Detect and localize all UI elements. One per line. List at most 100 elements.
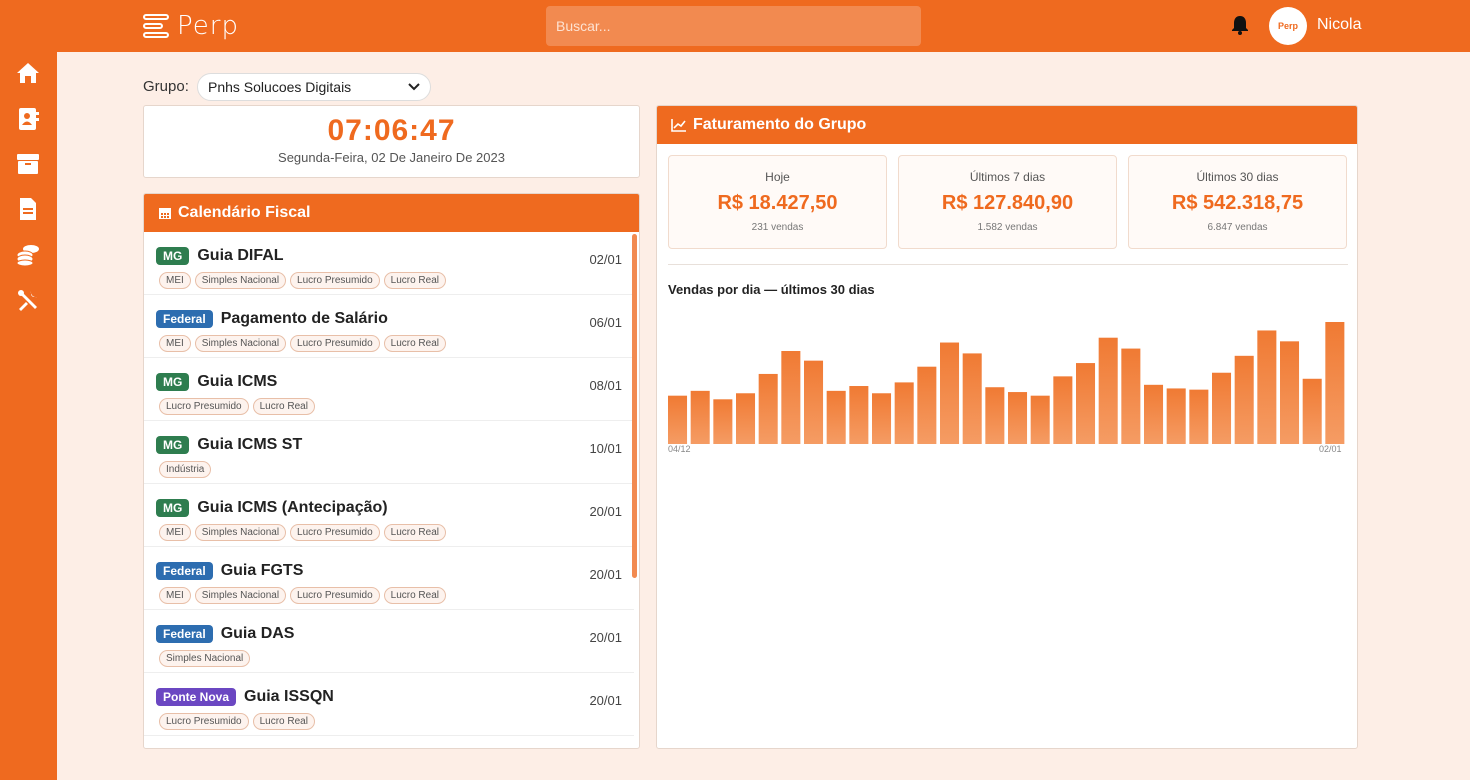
calendar-item[interactable]: MG Guia DIFAL 02/01 MEI Simples Nacional Lucr…	[144, 232, 634, 295]
chart-bar	[872, 393, 892, 444]
calendar-item[interactable]: Federal Guia DAS 20/01 Simples Nacional	[144, 610, 634, 673]
calendar-item-date: 08/01	[589, 378, 622, 393]
chart-bar	[1076, 363, 1096, 444]
calendar-item[interactable]: MG Guia ICMS 08/01 Lucro Presumido Lucro Rea…	[144, 358, 634, 421]
calendar-item-date: 20/01	[589, 504, 622, 519]
chart-bar	[1325, 322, 1345, 444]
chart-bar	[985, 387, 1005, 444]
chart-bar	[1030, 395, 1050, 444]
home-icon[interactable]	[15, 60, 41, 86]
contacts-icon[interactable]	[15, 106, 41, 132]
regime-tag: Lucro Presumido	[159, 398, 249, 415]
calendar-item-title: Guia ICMS ST	[197, 436, 303, 453]
chart-title: Vendas por dia — últimos 30 dias	[668, 282, 875, 297]
calendar-item-title: Pagamento de Salário	[220, 310, 388, 327]
calendar-item-date: 20/01	[589, 693, 622, 708]
calendar-icon	[159, 208, 171, 219]
regime-tag: Lucro Presumido	[290, 272, 380, 289]
stat-value: R$ 18.427,50	[717, 192, 838, 214]
regime-tag: Lucro Real	[383, 272, 446, 289]
tag-list: MEI Simples Nacional Lucro Presumido Lucro …	[159, 272, 622, 289]
chart-bar	[1008, 392, 1028, 444]
region-badge: MG	[156, 499, 190, 517]
avatar-text: Perp	[1277, 21, 1298, 31]
calendar-item[interactable]: Federal Pagamento de Salário 06/01 MEI Simpl…	[144, 295, 634, 358]
avatar[interactable]: Perp	[1269, 7, 1307, 45]
calendar-item-date: 10/01	[589, 441, 622, 456]
region-badge: Federal	[156, 310, 213, 328]
x-axis-start-label: 04/12	[668, 444, 691, 454]
chart-bar	[849, 386, 869, 444]
grupo-select[interactable]: Pnhs Solucoes Digitais	[197, 73, 431, 101]
chart-bar	[1166, 388, 1186, 444]
regime-tag: Lucro Real	[383, 335, 446, 352]
calendar-card: Calendário Fiscal MG Guia DIFAL 02/01 MEI Si…	[143, 193, 640, 749]
divider	[668, 264, 1348, 265]
tag-list: Indústria	[159, 461, 622, 478]
calendar-item-date: 20/01	[589, 567, 622, 582]
regime-tag: Simples Nacional	[194, 272, 287, 289]
chart-bar	[1098, 337, 1118, 444]
stat-value: R$ 127.840,90	[941, 192, 1074, 214]
grupo-selected-value: Pnhs Solucoes Digitais	[208, 79, 352, 95]
regime-tag: MEI	[159, 524, 191, 541]
username[interactable]: Nicola	[1317, 16, 1362, 33]
sidebar	[0, 0, 57, 780]
region-badge: MG	[156, 436, 190, 454]
chart-bar	[1053, 376, 1073, 444]
stat-sub: 231 vendas	[751, 222, 804, 233]
calendar-item[interactable]: Federal Guia FGTS 20/01 MEI Simples Nacional…	[144, 547, 634, 610]
calendar-item-row: Ponte Nova Guia ISSQN	[156, 688, 622, 706]
chart-bar	[713, 399, 733, 444]
faturamento-header: Faturamento do Grupo	[657, 106, 1357, 144]
line-chart-icon	[671, 119, 686, 132]
regime-tag: Lucro Real	[383, 587, 446, 604]
region-badge: Ponte Nova	[156, 688, 237, 706]
tag-list: Lucro Presumido Lucro Real	[159, 398, 622, 415]
sales-bar-chart	[668, 322, 1345, 444]
calendar-item-date: 20/01	[589, 630, 622, 645]
regime-tag: Lucro Real	[252, 713, 315, 730]
regime-tag: Simples Nacional	[194, 587, 287, 604]
chart-bar	[736, 393, 756, 444]
search-input[interactable]	[546, 6, 921, 46]
logo-text: Perp	[177, 11, 239, 41]
tag-list: MEI Simples Nacional Lucro Presumido Lucro …	[159, 524, 622, 541]
regime-tag: MEI	[159, 587, 191, 604]
box-icon[interactable]	[15, 151, 41, 177]
chart-bar	[1257, 330, 1277, 444]
tools-icon[interactable]	[15, 287, 41, 313]
region-badge: MG	[156, 247, 190, 265]
stat-sub: 6.847 vendas	[1207, 222, 1268, 233]
chart-bar	[894, 382, 914, 444]
stat-value: R$ 542.318,75	[1171, 192, 1304, 214]
chart-bar	[690, 390, 710, 444]
tag-list: MEI Simples Nacional Lucro Presumido Lucro …	[159, 335, 622, 352]
region-badge: Federal	[156, 625, 213, 643]
chart-bar	[1212, 372, 1232, 444]
calendar-item-date: 06/01	[589, 315, 622, 330]
regime-tag: Indústria	[159, 461, 212, 478]
calendar-item-title: Guia DIFAL	[197, 247, 284, 264]
bell-icon[interactable]	[1231, 15, 1249, 35]
calendar-item-row: MG Guia ICMS	[156, 373, 622, 391]
stat-7-dias: Últimos 7 dias R$ 127.840,90 1.582 venda…	[898, 155, 1117, 249]
calendar-item-title: Guia FGTS	[220, 562, 304, 579]
document-icon[interactable]	[15, 196, 41, 222]
logo-icon	[143, 13, 173, 39]
calendar-scrollbar[interactable]	[632, 234, 637, 578]
calendar-item-date: 02/01	[589, 252, 622, 267]
calendar-item[interactable]: MG Guia ICMS (Antecipação) 20/01 MEI Simples…	[144, 484, 634, 547]
calendar-item-row: Federal Guia DAS	[156, 625, 622, 643]
chart-bar	[781, 350, 801, 444]
coins-icon[interactable]	[15, 242, 41, 268]
stat-label: Hoje	[765, 170, 790, 184]
calendar-item[interactable]: MG Guia ICMS ST 10/01 Indústria	[144, 421, 634, 484]
app-logo[interactable]: Perp	[143, 11, 239, 41]
calendar-item[interactable]: Ponte Nova Guia ISSQN 20/01 Lucro Presumido…	[144, 673, 634, 736]
tag-list: Simples Nacional	[159, 650, 622, 667]
grupo-label: Grupo:	[143, 78, 189, 95]
calendar-list[interactable]: MG Guia DIFAL 02/01 MEI Simples Nacional Lucr…	[144, 232, 634, 748]
stat-30-dias: Últimos 30 dias R$ 542.318,75 6.847 vend…	[1128, 155, 1347, 249]
clock-card: 07:06:47 Segunda-Feira, 02 De Janeiro De…	[143, 105, 640, 178]
